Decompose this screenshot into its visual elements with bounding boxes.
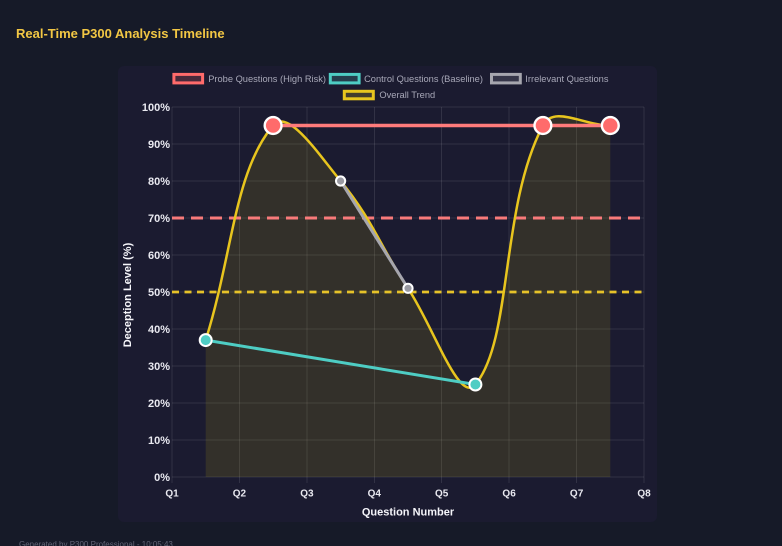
svg-text:80%: 80% [148, 176, 170, 188]
svg-text:Control Questions (Baseline): Control Questions (Baseline) [364, 74, 483, 84]
svg-text:Q1: Q1 [165, 489, 179, 500]
svg-text:60%: 60% [148, 250, 170, 262]
svg-text:Q5: Q5 [435, 489, 449, 500]
svg-text:Q2: Q2 [233, 489, 247, 500]
svg-text:Deception Level (%): Deception Level (%) [122, 242, 134, 347]
svg-text:Overall Trend: Overall Trend [379, 90, 435, 100]
svg-text:Q6: Q6 [502, 489, 516, 500]
svg-text:100%: 100% [142, 102, 170, 114]
svg-text:30%: 30% [148, 361, 170, 373]
svg-text:Q3: Q3 [300, 489, 314, 500]
svg-text:Q4: Q4 [368, 489, 382, 500]
svg-text:10%: 10% [148, 435, 170, 447]
svg-text:40%: 40% [148, 324, 170, 336]
svg-text:Q8: Q8 [637, 489, 651, 500]
svg-text:50%: 50% [148, 287, 170, 299]
svg-text:90%: 90% [148, 139, 170, 151]
svg-text:Probe Questions (High Risk): Probe Questions (High Risk) [208, 74, 326, 84]
svg-text:Question Number: Question Number [362, 507, 455, 519]
svg-text:Irrelevant Questions: Irrelevant Questions [525, 74, 609, 84]
svg-text:Q7: Q7 [570, 489, 584, 500]
svg-text:70%: 70% [148, 213, 170, 225]
svg-text:20%: 20% [148, 398, 170, 410]
svg-text:0%: 0% [154, 472, 170, 484]
